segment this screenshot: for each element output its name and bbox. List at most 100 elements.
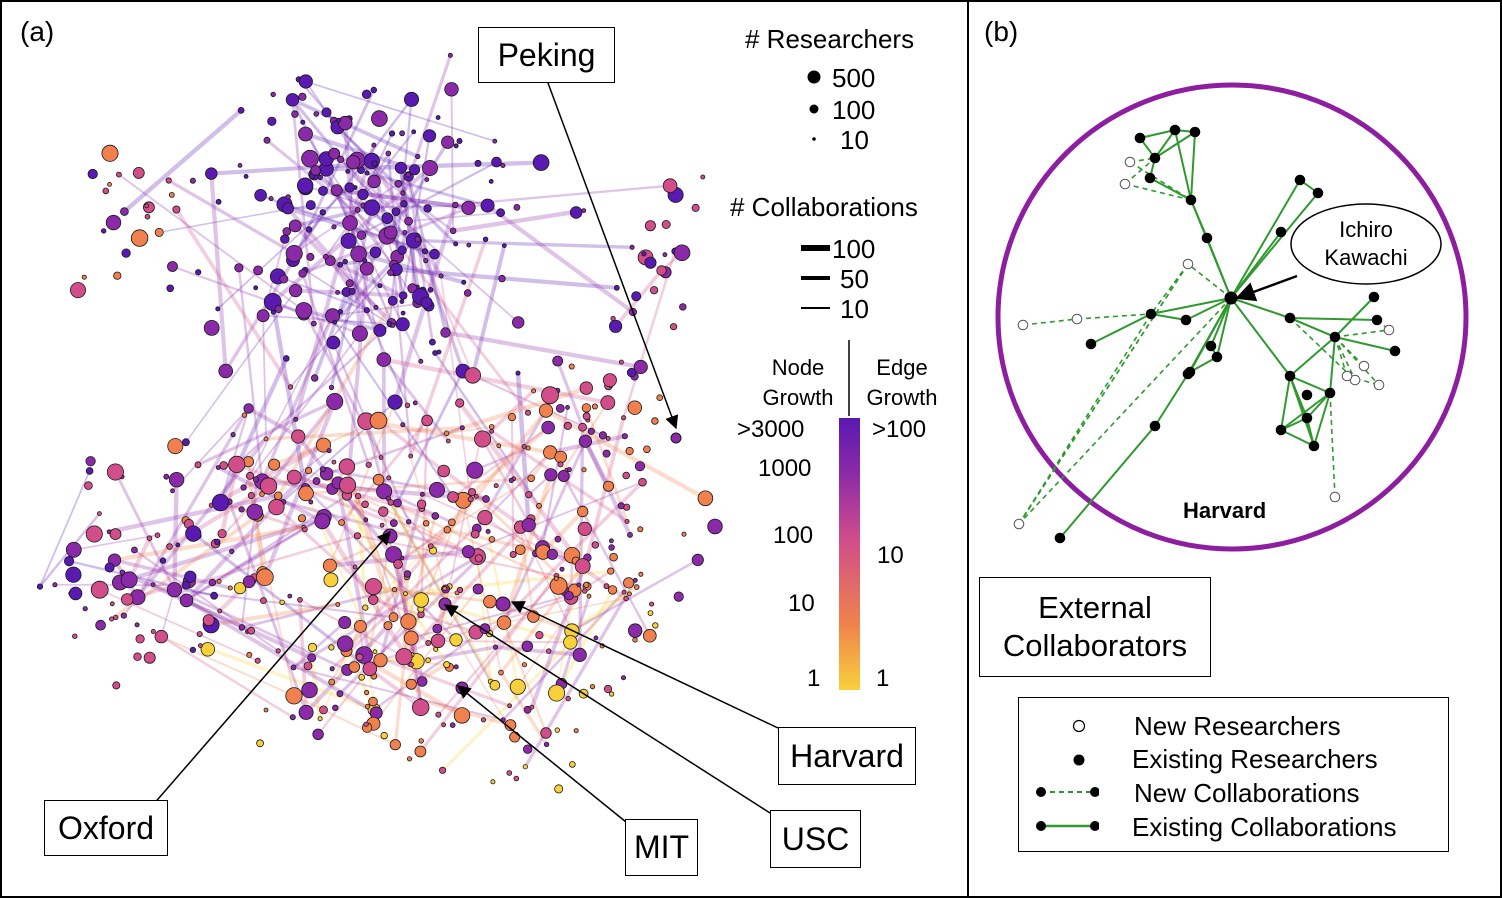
network-edge: [184, 469, 311, 602]
network-node: [308, 499, 314, 505]
node-tick-1000: 1000: [758, 455, 812, 482]
new-researcher-node: [1373, 379, 1385, 391]
network-node: [529, 704, 535, 710]
network-node: [422, 129, 437, 143]
existing-researcher-node: [1169, 124, 1181, 136]
network-node: [555, 403, 565, 413]
network-node: [404, 216, 414, 226]
network-node: [691, 553, 704, 567]
network-node: [371, 110, 388, 127]
network-node: [449, 633, 463, 647]
network-node: [234, 263, 244, 273]
network-node: [581, 467, 587, 473]
network-edge: [174, 208, 293, 389]
network-edge: [555, 589, 615, 694]
network-node: [87, 168, 98, 180]
network-node: [581, 208, 587, 214]
network-node: [629, 244, 635, 250]
network-node: [154, 532, 161, 538]
network-node: [691, 203, 700, 212]
new-researcher-node: [1124, 156, 1136, 168]
legend-new-collab-right: [1090, 787, 1099, 797]
existing-collaboration-edge: [1289, 375, 1315, 447]
new-collaboration-edge: [1334, 329, 1390, 338]
network-node: [400, 422, 406, 428]
new-collaboration-edge: [1076, 313, 1152, 320]
network-node: [358, 673, 366, 681]
network-node: [552, 355, 564, 367]
network-edge: [356, 495, 368, 608]
network-node: [525, 409, 532, 416]
new-researcher-node: [1383, 324, 1395, 336]
network-node: [281, 202, 294, 215]
network-node: [312, 477, 321, 485]
new-collaboration-edge: [1018, 263, 1189, 525]
network-node: [488, 178, 494, 184]
network-node: [196, 631, 203, 638]
network-edge: [570, 585, 638, 633]
network-node: [440, 327, 451, 338]
existing-researcher-node: [1149, 152, 1161, 164]
network-edge: [373, 627, 486, 711]
network-node: [415, 153, 421, 160]
network-node: [378, 455, 384, 461]
network-node: [598, 431, 608, 440]
panel-a-network: [36, 52, 779, 823]
network-node: [618, 359, 624, 365]
network-node: [569, 206, 583, 219]
collaborations-10: 10: [840, 294, 869, 324]
network-node: [338, 519, 346, 526]
network-node: [473, 493, 479, 499]
network-edge: [328, 259, 382, 332]
existing-collaboration-edge: [1230, 231, 1282, 299]
colorbar-gradient: [839, 418, 860, 690]
network-edge: [293, 98, 413, 255]
network-edge: [227, 501, 308, 713]
existing-collaboration-edge: [1334, 296, 1375, 338]
network-node: [485, 529, 491, 535]
network-node: [583, 581, 590, 589]
existing-collaboration-edge: [1139, 129, 1176, 139]
network-edge: [332, 301, 427, 317]
network-edge: [171, 407, 250, 492]
network-node: [202, 614, 215, 627]
network-node: [288, 283, 303, 298]
network-edge: [173, 588, 348, 672]
network-node: [394, 161, 407, 174]
network-node: [305, 200, 316, 211]
network-node: [381, 212, 394, 225]
network-node: [70, 282, 87, 299]
network-node: [312, 728, 324, 741]
existing-researcher-node: [1189, 126, 1201, 138]
network-node: [329, 666, 335, 672]
network-node: [170, 488, 175, 494]
network-node: [372, 473, 385, 486]
network-node: [581, 403, 592, 413]
network-node: [383, 621, 393, 631]
network-node: [36, 583, 44, 590]
network-node: [649, 286, 659, 295]
network-edge: [240, 511, 256, 628]
network-node: [554, 450, 567, 464]
existing-researcher-node: [1275, 424, 1287, 436]
network-node: [166, 582, 182, 598]
network-node: [492, 138, 498, 144]
network-node: [500, 162, 506, 168]
network-edge: [298, 78, 496, 143]
network-node: [102, 187, 110, 195]
network-node: [523, 705, 532, 714]
network-node: [564, 591, 574, 601]
network-node: [466, 461, 484, 479]
network-node: [579, 381, 594, 395]
network-node: [414, 745, 427, 758]
network-edge: [160, 635, 294, 719]
network-node: [353, 620, 367, 633]
network-node: [213, 538, 221, 546]
network-node: [263, 707, 269, 713]
network-node: [335, 289, 341, 295]
network-edge: [250, 495, 295, 696]
existing-collaboration-edge: [1280, 392, 1331, 431]
network-node: [336, 117, 342, 123]
researchers-legend-title: # Researchers: [745, 24, 915, 54]
network-node: [418, 358, 424, 364]
